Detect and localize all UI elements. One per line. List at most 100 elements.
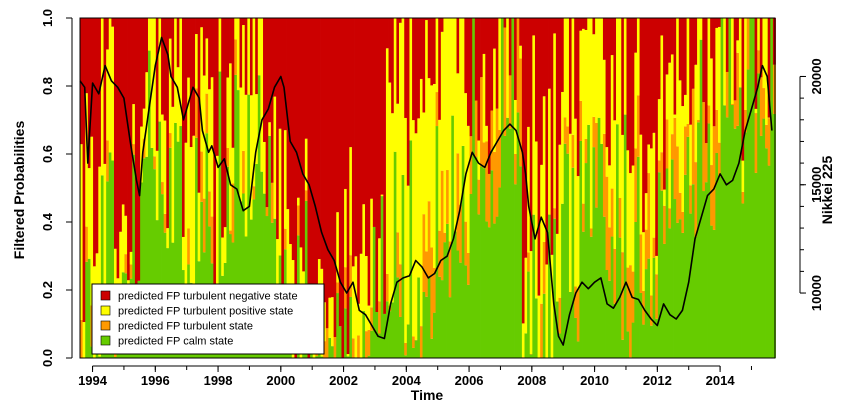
probability-bar-segment [153,18,156,156]
probability-bar-segment [577,289,580,342]
probability-bar-segment [378,238,381,301]
probability-bar-segment [585,30,588,139]
probability-bar-segment [242,151,245,194]
probability-bar-segment [140,18,143,127]
probability-bar-segment [666,119,669,168]
probability-bar-segment [284,130,287,229]
probability-bar-segment [122,18,125,204]
probability-bar-segment [428,278,431,358]
probability-bar-segment [470,18,473,136]
y-tick-label: 1.0 [40,9,55,27]
probability-bar-segment [420,18,423,79]
legend: predicted FP turbulent negative state pr… [92,284,324,354]
probability-bar-segment [710,18,713,58]
probability-bar-segment [85,227,88,262]
probability-bar-segment [595,18,598,123]
probability-bar-segment [130,18,133,252]
probability-bar-segment [404,118,407,343]
probability-bar-segment [598,18,601,118]
probability-bar-segment [559,18,562,145]
x-tick-label: 1994 [78,373,108,388]
probability-bar-segment [650,326,653,358]
probability-bar-segment [694,18,697,65]
probability-bar-segment [85,262,88,358]
probability-bar-segment [459,263,462,358]
probability-bar-segment [608,18,611,165]
probability-bar-segment [498,187,501,358]
probability-bar-segment [206,38,209,93]
probability-bar-segment [498,18,501,130]
probability-bar-segment [540,304,543,358]
probability-bar-segment [629,18,632,173]
probability-bar-segment [485,18,488,126]
probability-bar-segment [457,153,460,250]
probability-bar-segment [626,331,629,358]
probability-bar-segment [650,18,653,148]
probability-bar-segment [621,340,624,358]
probability-bar-segment [158,18,161,122]
probability-bar-segment [734,129,737,358]
probability-bar-segment [760,136,763,358]
x-tick-label: 2000 [266,373,295,388]
probability-bar-segment [331,297,334,346]
probability-bar-segment [731,105,734,358]
probability-bar-segment [464,265,467,358]
probability-bar-segment [467,18,470,126]
probability-bar-segment [443,233,446,242]
probability-bar-segment [538,296,541,358]
probability-bar-segment [742,161,745,192]
probability-bar-segment [621,135,624,252]
probability-bar-segment [336,282,339,293]
probability-bar-segment [650,148,653,295]
probability-bar-segment [104,164,107,285]
probability-bar-segment [349,18,352,147]
probability-bar-segment [658,18,661,99]
probability-bar-segment [679,219,682,358]
probability-bar-segment [169,133,172,148]
probability-bar-segment [747,18,750,70]
probability-bar-segment [391,113,394,302]
probability-bar-segment [211,217,214,264]
probability-bar-segment [548,18,551,89]
probability-bar-segment [127,18,130,280]
probability-bar-segment [349,147,352,255]
probability-bar-segment [611,237,614,358]
probability-bar-segment [519,18,522,46]
y-tick-label: 0.4 [40,212,55,231]
probability-bar-segment [700,18,703,40]
probability-bar-segment [572,18,575,135]
probability-bar-segment [705,182,708,358]
probability-bar-segment [569,18,572,134]
probability-bar-segment [255,18,258,94]
probability-bar-segment [192,18,195,136]
probability-bar-segment [161,182,164,194]
probability-bar-segment [389,83,392,306]
y-tick-label: 0.0 [40,349,55,367]
probability-bar-segment [655,256,658,274]
probability-bar-segment [718,18,721,27]
probability-bar-segment [493,18,496,49]
probability-bar-segment [640,235,643,293]
probability-bar-segment [457,251,460,358]
probability-bar-segment [402,18,405,175]
probability-bar-segment [658,172,661,358]
probability-bar-segment [373,227,376,358]
probability-bar-segment [399,264,402,317]
probability-bar-segment [681,233,684,358]
probability-bar-segment [726,18,729,72]
probability-bar-segment [415,340,418,358]
probability-bar-segment [616,124,619,358]
probability-bar-segment [734,18,737,100]
probability-bar-segment [721,18,724,358]
probability-bar-segment [226,148,229,167]
probability-bar-segment [237,18,240,90]
probability-bar-segment [540,165,543,304]
probability-bar-segment [106,18,109,49]
probability-bar-segment [668,208,671,228]
probability-bar-segment [640,18,643,135]
probability-bar-segment [668,18,671,63]
probability-bar-segment [164,214,167,233]
probability-bar-segment [679,80,682,192]
probability-bar-segment [88,259,91,358]
